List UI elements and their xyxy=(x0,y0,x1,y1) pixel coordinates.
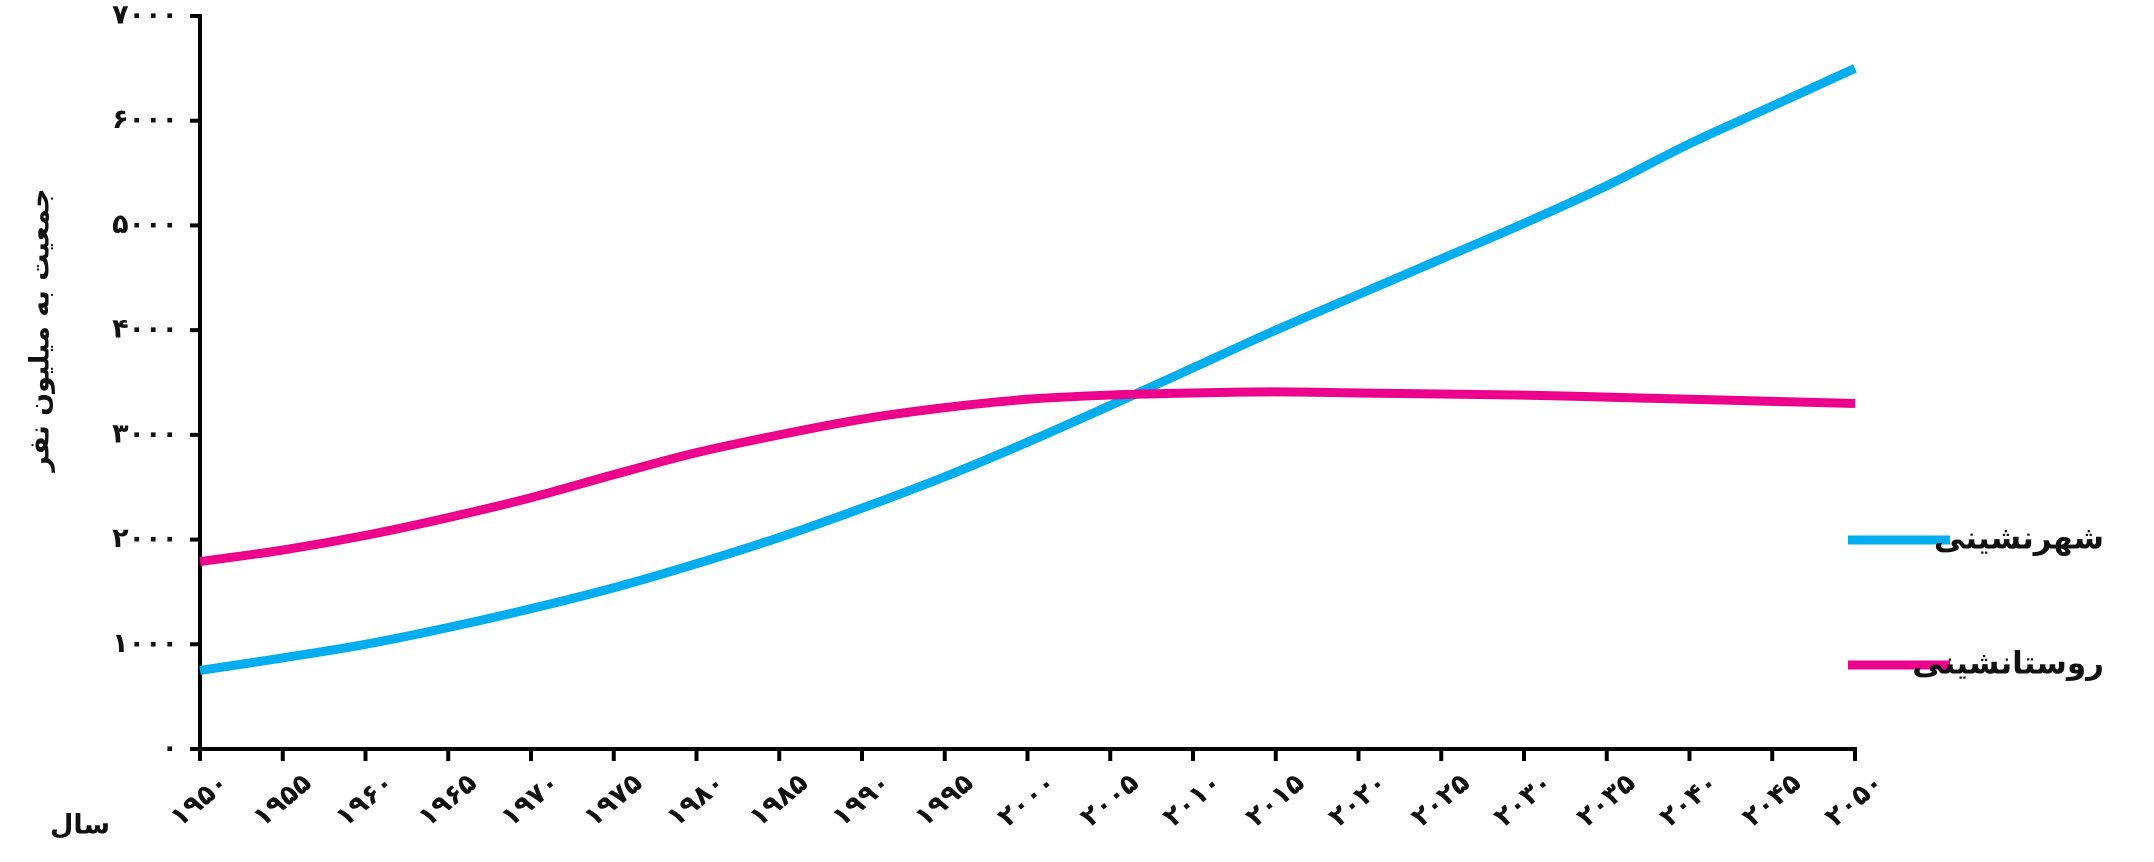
x-tick-label: ۲۰۰۵ xyxy=(1074,767,1144,833)
x-tick-label: ۱۹۵۰ xyxy=(164,767,234,833)
x-tick-label: ۱۹۹۰ xyxy=(826,767,896,833)
line-series xyxy=(199,387,1856,567)
x-axis-label: سال xyxy=(50,810,110,841)
x-tick-label: ۲۰۰۰ xyxy=(992,767,1062,833)
y-tick-label: ۴۰۰۰ xyxy=(112,314,178,345)
y-tick-label: ۲۰۰۰ xyxy=(112,523,178,554)
legend-label: شهرنشینی xyxy=(1934,521,2104,557)
y-tick-label: ۳۰۰۰ xyxy=(112,418,178,449)
x-tick-label: ۱۹۸۵ xyxy=(743,767,813,833)
y-tick-label: ۵۰۰۰ xyxy=(112,209,178,240)
legend-label: روستانشینی xyxy=(1912,646,2104,682)
y-tick-label: ۱۰۰۰ xyxy=(112,628,178,659)
x-tick-label: ۲۰۲۰ xyxy=(1323,767,1393,833)
x-tick-label: ۲۰۴۵ xyxy=(1736,767,1806,833)
x-tick-label: ۱۹۸۰ xyxy=(661,767,731,833)
x-tick-label: ۲۰۱۰ xyxy=(1157,767,1227,833)
x-tick-label: ۱۹۵۵ xyxy=(247,767,317,833)
x-tick-label: ۱۹۷۰ xyxy=(495,767,565,833)
x-tick-label: ۲۰۵۰ xyxy=(1819,767,1889,833)
x-tick-label: ۲۰۳۵ xyxy=(1571,767,1641,833)
x-tick-label: ۲۰۱۵ xyxy=(1240,767,1310,833)
y-tick-label: ۷۰۰۰ xyxy=(112,0,178,31)
x-tick-label: ۲۰۴۰ xyxy=(1654,767,1724,833)
x-tick-label: ۲۰۳۰ xyxy=(1488,767,1558,833)
y-tick-label: ۶۰۰۰ xyxy=(112,104,178,135)
y-axis-label: جمعیت به میلیون نفر xyxy=(25,188,56,473)
line-series xyxy=(199,64,1857,675)
y-tick-label: ۰ xyxy=(162,733,178,764)
x-tick-label: ۱۹۶۵ xyxy=(412,767,482,833)
x-tick-label: ۱۹۶۰ xyxy=(330,767,400,833)
x-tick-label: ۱۹۷۵ xyxy=(578,767,648,833)
x-tick-label: ۲۰۲۵ xyxy=(1405,767,1475,833)
x-tick-label: ۱۹۹۵ xyxy=(909,767,979,833)
